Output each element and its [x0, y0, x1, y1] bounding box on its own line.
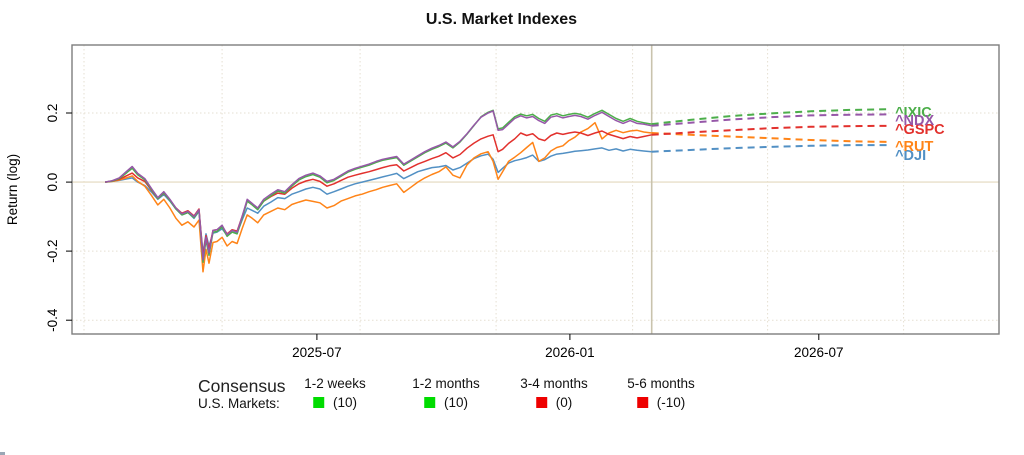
chart-canvas: ^DJI^RUT^GSPC^IXIC^NDX 2025-07 2026-01 2026…: [5, 44, 1000, 360]
x-tick-label: 2026-07: [794, 345, 844, 360]
y-axis-title: Return (log): [5, 154, 20, 225]
series-label-rut: ^RUT: [895, 139, 933, 155]
series-line-rut: [105, 121, 652, 273]
series-line-ndx: [104, 110, 652, 261]
legend-col-1-2-weeks: 1-2 weeks (10): [304, 374, 366, 410]
forecast-line-rut: [651, 132, 892, 143]
series-label-ndx: ^NDX: [895, 113, 934, 129]
consensus-square-icon: [423, 397, 435, 408]
consensus-square-icon: [535, 397, 547, 408]
consensus-value: (-10): [656, 395, 686, 410]
y-tick-label: 0.2: [45, 104, 60, 123]
chart-title: U.S. Market Indexes: [425, 11, 578, 28]
legend-row-label: U.S. Markets:: [198, 396, 280, 411]
legend-col-1-2-months: 1-2 months (10): [412, 374, 480, 410]
x-tick-label: 2026-01: [545, 345, 595, 360]
cutoff-element-sliver: [0, 452, 5, 455]
consensus-legend: Consensus U.S. Markets: 1-2 weeks (10) 1-2…: [0, 374, 1024, 418]
consensus-square-icon: [312, 397, 324, 408]
legend-col-header: 3-4 months: [520, 376, 588, 391]
series-label-ixic: ^IXIC: [895, 105, 932, 121]
legend-col-header: 5-6 months: [627, 376, 695, 391]
series-line-gspc: [104, 130, 652, 258]
series-line-dji: [105, 147, 652, 254]
legend-col-5-6-months: 5-6 months (-10): [627, 374, 695, 410]
forecast-line-gspc: [651, 124, 892, 136]
consensus-value: (10): [443, 395, 469, 410]
y-tick-label: 0.0: [45, 173, 60, 192]
y-tick-label: -0.2: [45, 239, 60, 262]
legend-col-3-4-months: 3-4 months (0): [520, 374, 588, 410]
series-label-dji: ^DJI: [895, 148, 926, 164]
y-tick-label: -0.4: [45, 308, 60, 332]
series-label-gspc: ^GSPC: [895, 122, 945, 138]
forecast-line-ixic: [651, 108, 892, 126]
consensus-value: (0): [555, 395, 573, 410]
forecast-line-dji: [651, 144, 892, 153]
legend-title: Consensus: [198, 376, 286, 396]
consensus-value: (10): [332, 395, 357, 410]
forecast-line-ndx: [651, 113, 892, 127]
legend-col-header: 1-2 weeks: [304, 376, 366, 391]
consensus-square-icon: [636, 397, 648, 408]
plot-border: [71, 44, 1000, 335]
x-tick-label: 2025-07: [292, 345, 342, 360]
legend-col-header: 1-2 months: [412, 376, 480, 391]
